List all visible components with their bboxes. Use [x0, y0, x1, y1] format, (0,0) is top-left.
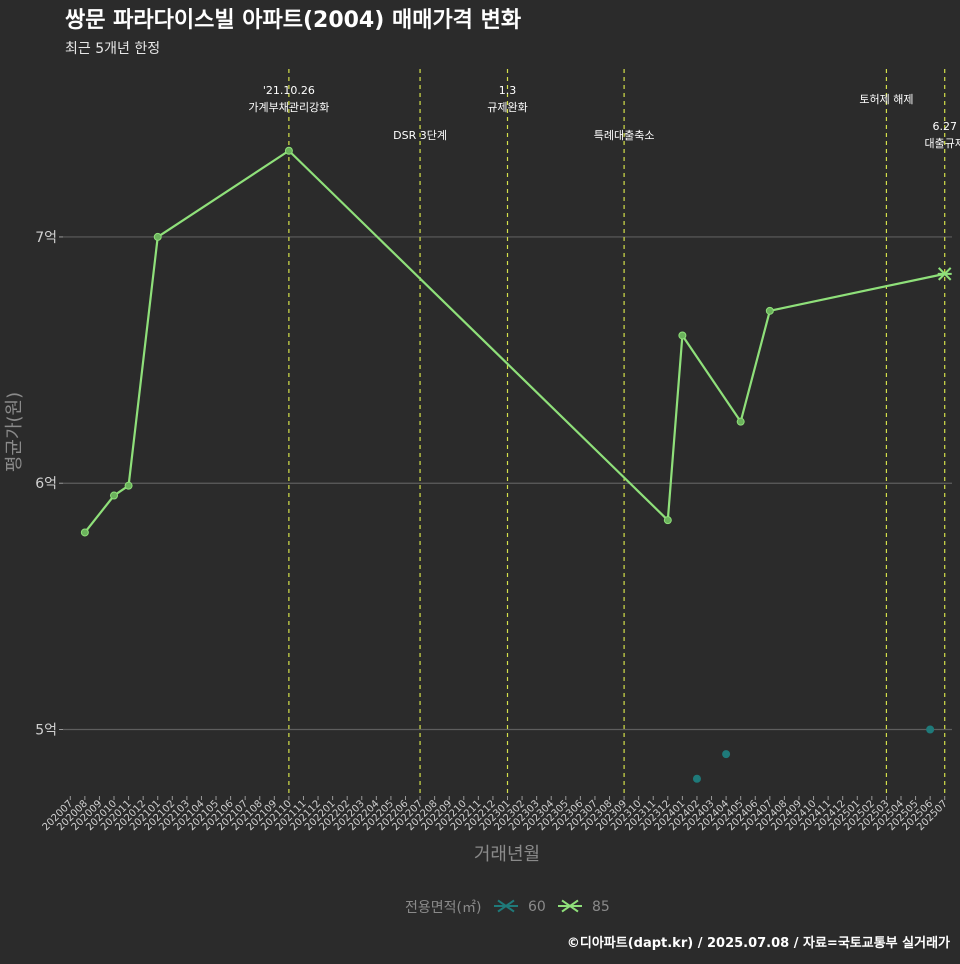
legend-item-60: 60: [494, 899, 546, 915]
event-label: 6.27: [932, 120, 957, 133]
legend-item-85: 85: [558, 899, 610, 915]
event-label: 토허제 해제: [859, 92, 913, 106]
data-point-85: [765, 306, 774, 315]
y-tick-label: 6억: [35, 476, 57, 492]
legend-key-mark: [561, 899, 579, 913]
data-point-85: [678, 331, 687, 340]
data-point-85: [284, 146, 293, 155]
event-label: 대출규제: [924, 137, 960, 150]
grid-layer: [63, 236, 952, 731]
source-caption: ©디아파트(dapt.kr) / 2025.07.08 / 자료=국토교통부 실…: [567, 935, 950, 951]
x-axis-title: 거래년월: [474, 844, 540, 865]
x-axis-ticks: 2020072020082020092020102020112020122021…: [41, 796, 950, 833]
series-layer: [80, 146, 952, 783]
data-point-60: [722, 750, 731, 759]
event-label: DSR 3단계: [393, 129, 447, 142]
y-tick-label: 5억: [35, 723, 57, 739]
chart-subtitle: 최근 5개년 한정: [65, 41, 160, 57]
data-point-85: [153, 232, 162, 241]
data-point-85: [80, 528, 89, 537]
current-marker-85: [937, 267, 952, 281]
y-tick-label: 7억: [35, 230, 57, 246]
series-line-85: [83, 149, 945, 534]
legend-items: 60 85: [494, 899, 610, 915]
event-label: 규제완화: [487, 101, 527, 114]
event-label: 가계부채관리강화: [248, 101, 329, 114]
data-point-85: [110, 491, 119, 500]
data-point-60: [692, 774, 701, 783]
legend: 전용면적(㎡) 60 85: [405, 899, 610, 916]
event-label: 특례대출축소: [594, 129, 655, 142]
event-label: 1.3: [499, 84, 517, 97]
event-lines: [288, 69, 946, 796]
legend-title: 전용면적(㎡): [405, 900, 481, 916]
data-point-85: [124, 481, 133, 490]
data-point-60: [926, 725, 935, 734]
event-label: '21.10.26: [263, 84, 315, 97]
y-axis-ticks: 5억 6억 7억: [35, 230, 63, 739]
chart-title: 쌍문 파라다이스빌 아파트(2004) 매매가격 변화: [65, 8, 521, 33]
legend-label: 60: [528, 899, 546, 915]
data-point-85: [663, 516, 672, 525]
legend-label: 85: [592, 899, 610, 915]
legend-key-mark: [497, 899, 515, 913]
data-point-85: [736, 417, 745, 426]
y-axis-title: 평균가(원): [4, 392, 25, 472]
